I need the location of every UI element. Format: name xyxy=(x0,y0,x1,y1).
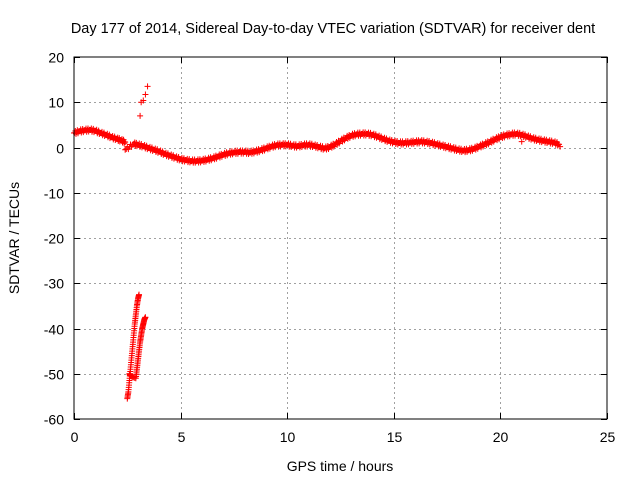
x-tick-label: 15 xyxy=(387,429,403,445)
y-axis-label: SDTVAR / TECUs xyxy=(6,182,22,294)
data-point xyxy=(122,146,129,153)
y-tick-label: -30 xyxy=(44,276,64,292)
y-tick-label: 20 xyxy=(48,50,64,66)
x-tick-label: 25 xyxy=(600,429,616,445)
data-point-outlier xyxy=(142,91,149,98)
data-point xyxy=(518,138,525,145)
y-tick-label: -10 xyxy=(44,186,64,202)
axis-ticks: 0 5 10 15 20 25 -60 -50 -40 -30 -20 -10 0 10 20 xyxy=(44,50,616,446)
x-tick-label: 20 xyxy=(493,429,509,445)
data-point-outlier xyxy=(144,83,151,90)
y-tick-label: -20 xyxy=(44,231,64,247)
y-tick-label: 0 xyxy=(56,141,64,157)
y-tick-label: -60 xyxy=(44,412,64,428)
x-tick-label: 10 xyxy=(280,429,296,445)
chart-title: Day 177 of 2014, Sidereal Day-to-day VTE… xyxy=(71,21,595,37)
data-point-outlier xyxy=(137,112,144,119)
data-point-outlier xyxy=(140,97,147,104)
y-tick-label: -40 xyxy=(44,322,64,338)
y-tick-label: -50 xyxy=(44,367,64,383)
x-tick-label: 0 xyxy=(71,429,79,445)
y-tick-label: 10 xyxy=(48,95,64,111)
x-axis-label: GPS time / hours xyxy=(287,458,394,474)
data-point xyxy=(557,143,564,150)
grid-lines xyxy=(74,57,607,419)
x-tick-label: 5 xyxy=(178,429,186,445)
data-point xyxy=(121,140,128,147)
data-point-outlier xyxy=(142,314,149,321)
data-points xyxy=(71,83,564,402)
data-point-outlier xyxy=(136,291,143,298)
data-point xyxy=(122,139,129,146)
